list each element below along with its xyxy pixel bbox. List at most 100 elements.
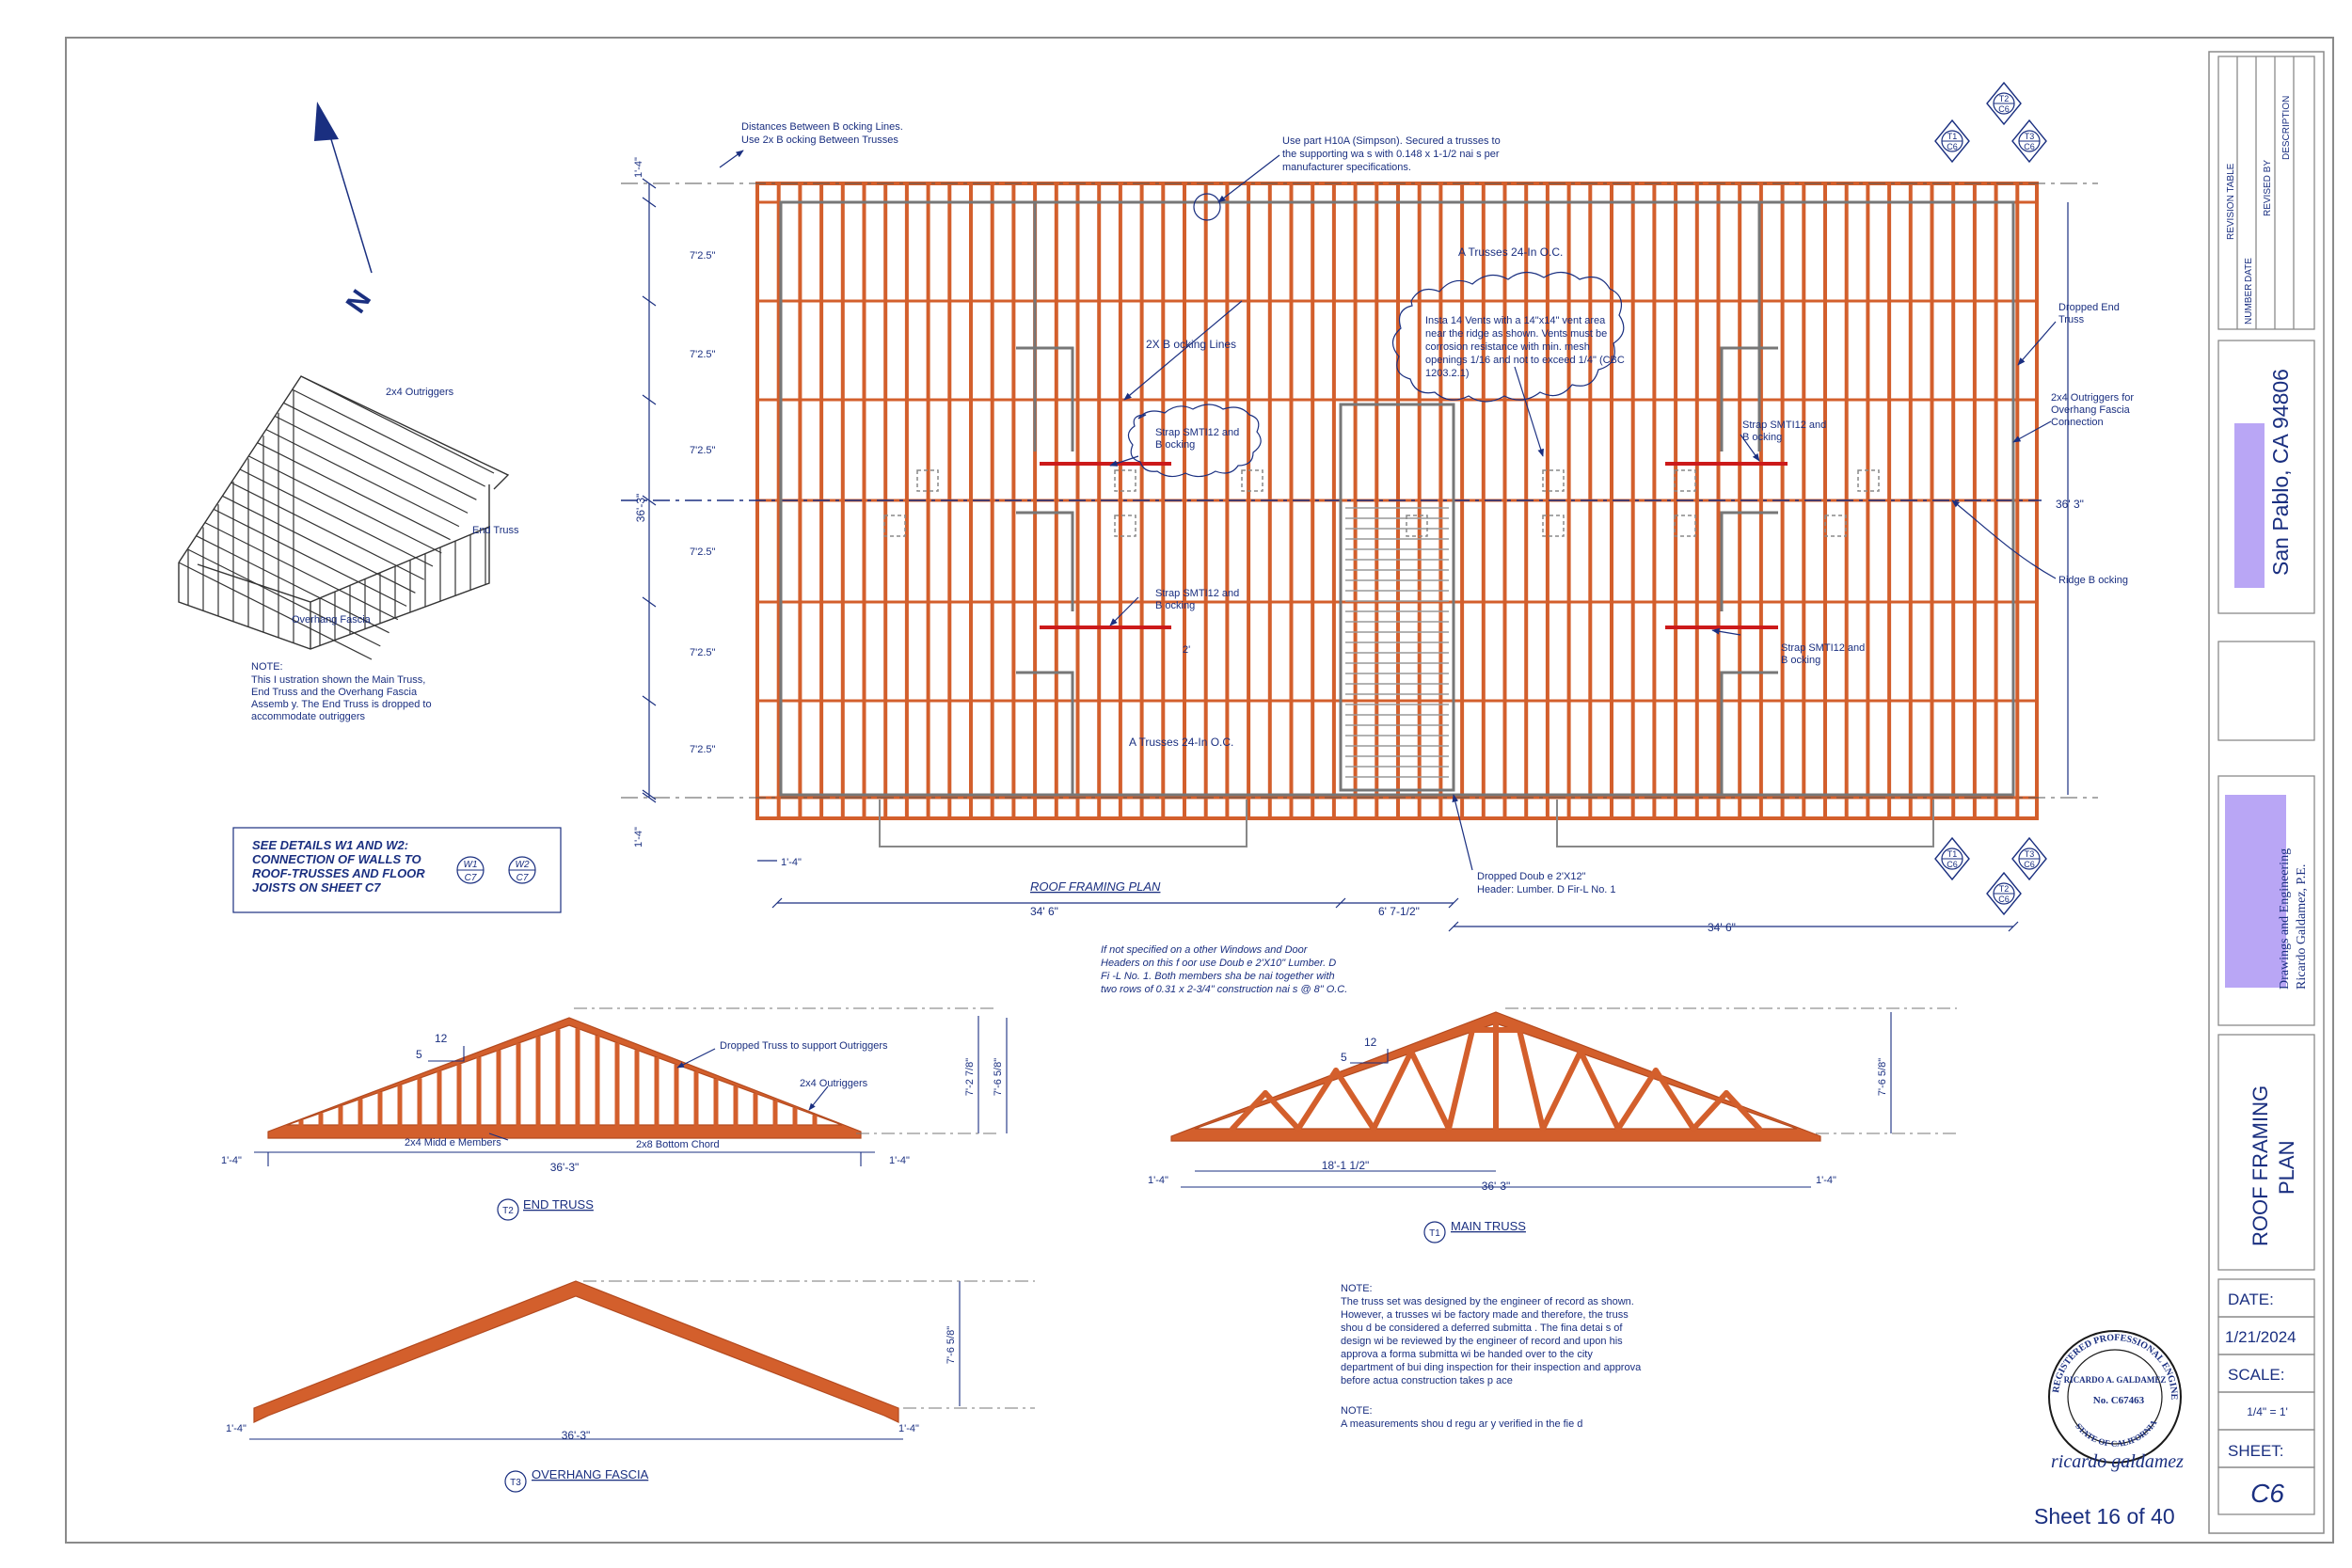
note-trusses-bottom: A Trusses 24-In O.C. xyxy=(1129,736,1233,749)
t1-marker xyxy=(1423,1221,1446,1243)
t1-web xyxy=(1724,1090,1762,1132)
rev-col-description: DESCRIPTION xyxy=(2281,96,2292,160)
t1-web xyxy=(1446,1027,1475,1132)
t1-web xyxy=(1615,1068,1659,1132)
plan-title: ROOF FRAMING PLAN xyxy=(1030,879,1161,894)
t1-web xyxy=(1691,1090,1729,1132)
plan-dimensions xyxy=(648,183,2069,927)
dim-tick xyxy=(771,897,783,909)
iso-overhang-fascia-label: Overhang Fascia xyxy=(292,614,372,626)
isometric-members xyxy=(178,375,495,660)
t1-overhang-right: 1'-4" xyxy=(1816,1175,1836,1186)
details-line-3: ROOF-TRUSSES AND FLOOR xyxy=(252,866,425,880)
iso-note-1: This I ustration shown the Main Truss, xyxy=(251,674,425,686)
revision-clouds xyxy=(1127,271,1625,478)
note-h10a-3: manufacturer specifications. xyxy=(1282,162,1411,173)
sheet-count: Sheet 16 of 40 xyxy=(2034,1504,2175,1528)
title-block-cells xyxy=(2217,55,2315,1515)
iso-rafter xyxy=(292,388,485,487)
note-trusses-top: A Trusses 24-In O.C. xyxy=(1458,245,1563,259)
notes-line: before actua construction takes p ace xyxy=(1341,1375,1513,1386)
t2-pitch-run: 12 xyxy=(435,1032,448,1045)
detail-marker-top: W2 xyxy=(516,860,530,870)
engineer-seal xyxy=(2048,1330,2182,1464)
t3-height: 7'-6 5/8" xyxy=(946,1326,957,1364)
end-truss-drawing xyxy=(267,1017,862,1139)
iso-rafter xyxy=(248,455,442,554)
seal-state: STATE OF CALIFORNIA xyxy=(2074,1418,2159,1448)
t3-title: OVERHANG FASCIA xyxy=(532,1467,649,1481)
t1-web xyxy=(1371,1049,1414,1132)
note-vents-1: Insta 14 Vents with a 14"x14" vent area xyxy=(1425,315,1606,326)
t3-overhang-right: 1'-4" xyxy=(898,1423,919,1434)
t2-overhang-left: 1'-4" xyxy=(221,1155,242,1166)
main-truss-drawing xyxy=(1170,1011,1821,1142)
date-label: DATE: xyxy=(2228,1291,2274,1308)
note-strap1-2: B ocking xyxy=(1155,439,1195,451)
note-outriggers-3: Connection xyxy=(2051,417,2104,428)
dim-bottom-right: 34' 6" xyxy=(1708,921,1736,934)
company-line-2: Ricardo Galdamez, P.E. xyxy=(2295,864,2309,990)
marker-bottom: C6 xyxy=(2024,860,2035,869)
marker-top: T2 xyxy=(1999,884,2010,894)
t2-title: END TRUSS xyxy=(523,1197,594,1212)
scale-label: SCALE: xyxy=(2228,1366,2284,1384)
notes-line: The truss set was designed by the engine… xyxy=(1341,1296,1634,1307)
note-strap2-2: B ocking xyxy=(1742,432,1782,443)
t1-web xyxy=(1517,1027,1546,1132)
dim-overhang-top: 1'-4" xyxy=(633,157,644,178)
iso-rafter xyxy=(187,548,381,647)
t1-web xyxy=(1295,1068,1339,1132)
dim-tick xyxy=(1335,897,1346,909)
seal-signature: ricardo galdamez xyxy=(2051,1451,2184,1472)
porch-rails xyxy=(879,800,1934,847)
marker-bottom: C6 xyxy=(2024,142,2035,151)
drawing-title-1: ROOF FRAMING xyxy=(2249,1085,2272,1246)
dim-tick xyxy=(2008,921,2019,932)
note-headers-2: Headers on this f oor use Doub e 2'X10" … xyxy=(1101,958,1336,969)
notes-line: shou d be considered a deferred submitta… xyxy=(1341,1323,1623,1334)
north-label: N xyxy=(341,284,377,319)
dim-tick xyxy=(642,295,657,307)
note-headers-1: If not specified on a other Windows and … xyxy=(1101,944,1309,956)
dim-tick xyxy=(642,789,657,800)
notes-title-1: NOTE: xyxy=(1341,1283,1373,1294)
marker-top: T1 xyxy=(1947,849,1958,859)
iso-rafter xyxy=(283,402,477,500)
iso-rafter xyxy=(257,442,451,541)
note-strap2-1: Strap SMTI12 and xyxy=(1742,420,1826,431)
t2-height-2: 7'-6 5/8" xyxy=(993,1058,1004,1096)
marker-top: T2 xyxy=(1999,94,2010,103)
interior-walls xyxy=(779,200,2015,797)
rev-col-revised-by: REVISED BY xyxy=(2263,160,2273,216)
dim-spacing-1: 7'2.5" xyxy=(690,250,716,261)
dim-right-total: 36' 3" xyxy=(2056,498,2084,511)
details-box xyxy=(232,827,562,913)
note-outriggers-2: Overhang Fascia xyxy=(2051,404,2131,416)
iso-rafter xyxy=(300,375,495,474)
project-location: San Pablo, CA 94806 xyxy=(2268,369,2293,576)
t1-overhang-left: 1'-4" xyxy=(1148,1175,1168,1186)
details-line-2: CONNECTION OF WALLS TO xyxy=(252,852,421,866)
t2-middle-note: 2x4 Midd e Members xyxy=(405,1137,501,1148)
notes-line: approva a forma submitta wi be handed ov… xyxy=(1341,1349,1593,1360)
iso-rafter xyxy=(213,508,407,607)
north-arrow xyxy=(314,102,373,274)
t1-web xyxy=(1333,1068,1376,1132)
dim-tick xyxy=(642,792,657,803)
note-strap1-1: Strap SMTI12 and xyxy=(1155,427,1239,438)
roof-framing-plan xyxy=(621,182,2098,847)
isometric-illustration xyxy=(178,375,510,650)
t2-overhang-right: 1'-4" xyxy=(889,1155,910,1166)
title-block-frame xyxy=(2208,51,2325,1534)
iso-note-2: End Truss and the Overhang Fascia xyxy=(251,687,418,698)
note-strap3-1: Strap SMTI12 and xyxy=(1155,588,1239,599)
notes-line2-1: A measurements shou d regu ar y verified… xyxy=(1341,1418,1582,1430)
t1-pitch-run: 12 xyxy=(1364,1036,1377,1049)
note-dropped-end-truss-1: Dropped End xyxy=(2058,302,2120,313)
dim-bottom-left: 34' 6" xyxy=(1030,905,1058,918)
strap-dimension: 2' xyxy=(1183,644,1190,656)
